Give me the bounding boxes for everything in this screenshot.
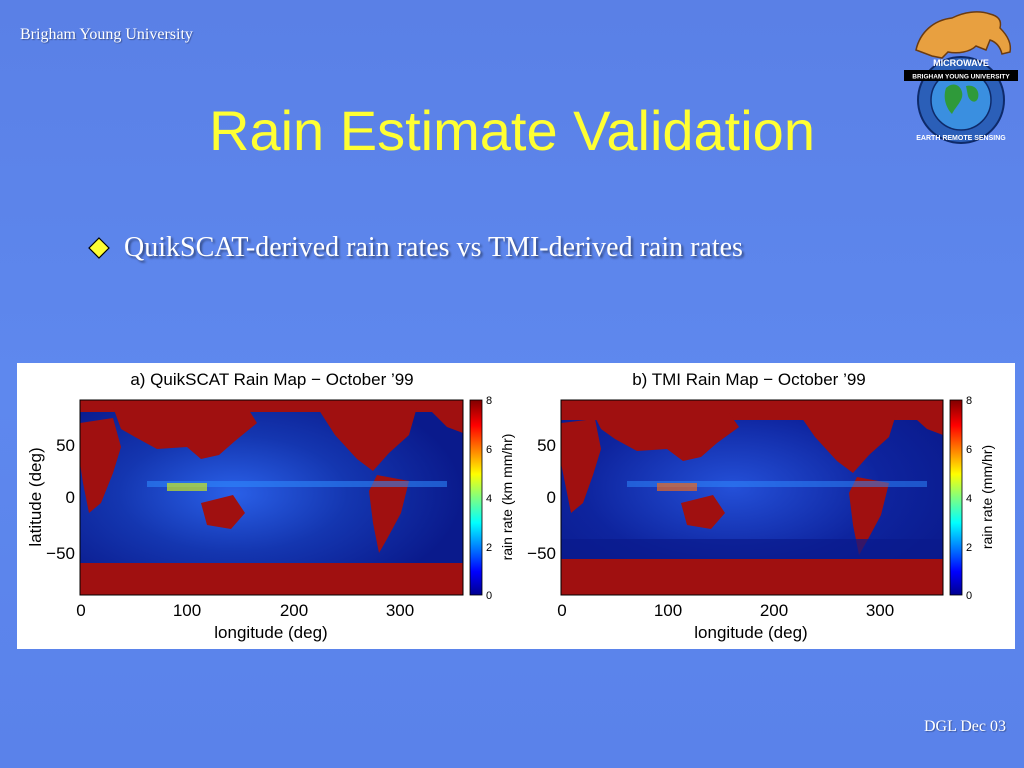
panel-a-ytick: 0: [66, 488, 75, 507]
panel-a-cbtick: 8: [486, 395, 492, 407]
bullet-text: QuikSCAT-derived rain rates vs TMI-deriv…: [124, 232, 743, 263]
panel-a-colorbar-label: rain rate (km mm/hr): [499, 434, 515, 561]
panel-a-ylabel: latitude (deg): [26, 447, 45, 546]
panel-b-xlabel: longitude (deg): [694, 623, 807, 642]
mers-logo: MICROWAVE BRIGHAM YOUNG UNIVERSITY EARTH…: [904, 11, 1018, 144]
panel-b-ytick: 50: [537, 436, 556, 455]
panel-a-xlabel: longitude (deg): [214, 623, 327, 642]
panel-a-cbtick: 4: [486, 493, 492, 505]
footer-label: DGL Dec 03: [923, 718, 1006, 735]
panel-a-ytick: 50: [56, 436, 75, 455]
diamond-bullet-icon: [88, 237, 110, 259]
panel-a-xtick: 100: [173, 601, 201, 620]
panel-b-cbtick: 6: [966, 444, 972, 456]
panel-a-title: a) QuikSCAT Rain Map − October ’99: [130, 370, 413, 389]
panel-b-xtick: 0: [557, 601, 566, 620]
panel-a-ytick: −50: [46, 544, 75, 563]
panel-a-frame: [79, 399, 464, 596]
panel-a-xtick: 200: [280, 601, 308, 620]
panel-b-title: b) TMI Rain Map − October ’99: [632, 370, 866, 389]
panel-b: b) TMI Rain Map − October ’99 50 0: [527, 370, 995, 642]
bullet-item: QuikSCAT-derived rain rates vs TMI-deriv…: [88, 232, 743, 264]
panel-a: a) QuikSCAT Rain Map − October ’99: [26, 370, 515, 642]
panel-b-xtick: 300: [866, 601, 894, 620]
panel-b-xtick: 200: [760, 601, 788, 620]
panel-b-colorbar: [949, 399, 963, 596]
panel-b-colorbar-label: rain rate (mm/hr): [979, 445, 995, 549]
panel-b-xtick: 100: [654, 601, 682, 620]
panel-a-land: [80, 400, 463, 595]
panel-b-land: [561, 400, 943, 595]
panel-b-ytick: 0: [547, 488, 556, 507]
panel-a-colorbar: [469, 399, 483, 596]
panel-a-cbtick: 2: [486, 542, 492, 554]
logo-ring-bottom: EARTH REMOTE SENSING: [916, 135, 1006, 142]
cougar-icon: [915, 11, 1012, 59]
logo-banner: BRIGHAM YOUNG UNIVERSITY: [912, 74, 1010, 81]
panel-b-cbtick: 4: [966, 493, 972, 505]
slide-title: Rain Estimate Validation: [209, 99, 815, 162]
panel-b-cbtick: 0: [966, 590, 972, 602]
panel-a-cbtick: 0: [486, 590, 492, 602]
panel-a-cbtick: 6: [486, 444, 492, 456]
panel-b-frame: [560, 399, 944, 596]
rain-map-figure: a) QuikSCAT Rain Map − October ’99: [17, 363, 1015, 649]
panel-a-xtick: 300: [386, 601, 414, 620]
logo-ring-top: MICROWAVE: [933, 58, 989, 68]
panel-b-cbtick: 8: [966, 395, 972, 407]
institution-label: Brigham Young University: [20, 26, 193, 43]
panel-b-cbtick: 2: [966, 542, 972, 554]
panel-a-xtick: 0: [76, 601, 85, 620]
panel-b-ytick: −50: [527, 544, 556, 563]
